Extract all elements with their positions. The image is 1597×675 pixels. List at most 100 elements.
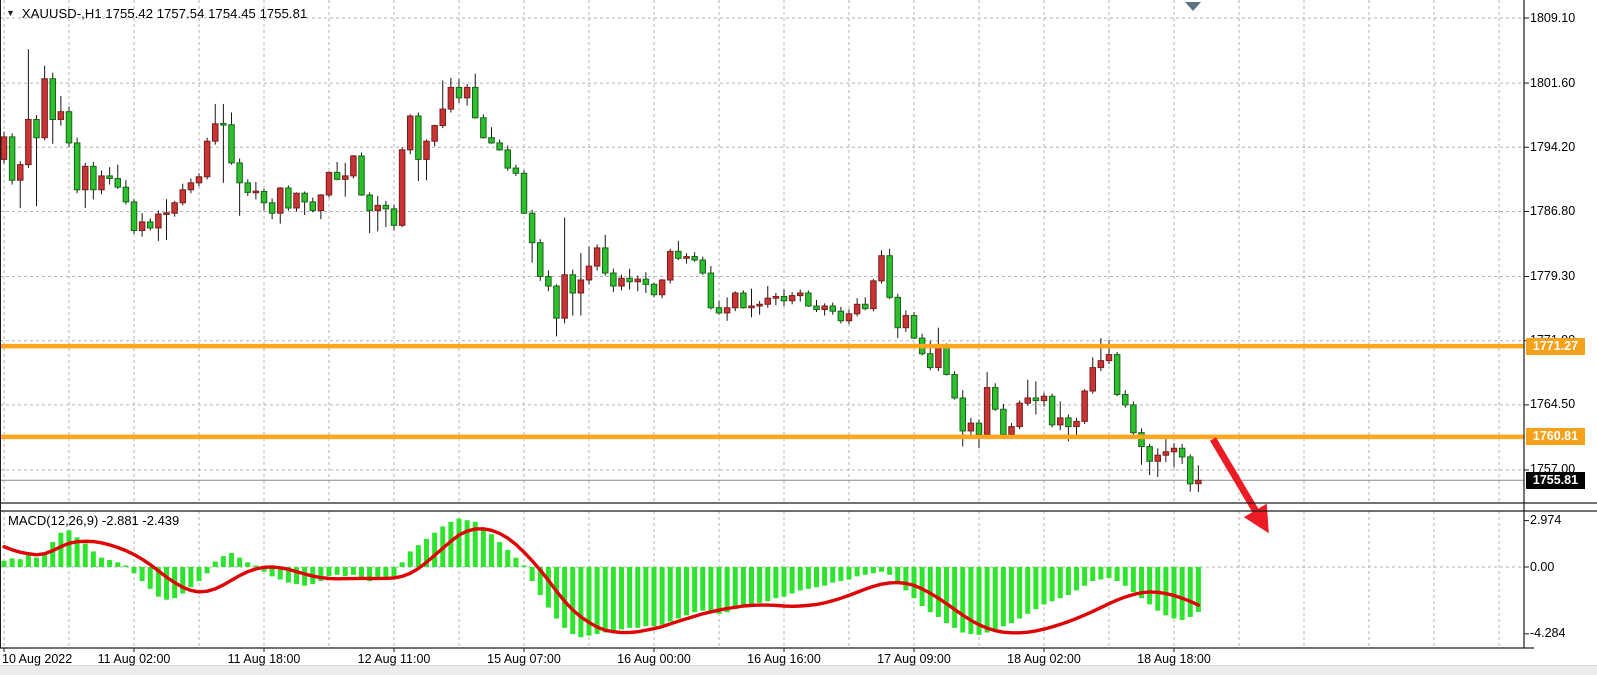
- macd-histogram-bar: [545, 567, 551, 608]
- candle-bearish: [699, 259, 706, 274]
- macd-histogram-bar: [196, 567, 202, 582]
- candle-bearish: [496, 142, 503, 151]
- macd-histogram-bar: [229, 552, 234, 567]
- time-axis-label: 10 Aug 2022: [2, 652, 73, 666]
- macd-histogram-bar: [1139, 567, 1144, 599]
- candle-bullish: [618, 277, 625, 287]
- macd-histogram-bar: [489, 534, 494, 567]
- macd-histogram-bar: [58, 532, 64, 567]
- candle-bullish: [723, 307, 731, 314]
- macd-histogram-bar: [139, 567, 145, 582]
- candle-bearish: [244, 182, 251, 193]
- macd-histogram-bar: [586, 567, 592, 636]
- time-axis-label: 12 Aug 11:00: [357, 652, 431, 666]
- macd-histogram-bar: [424, 538, 429, 567]
- macd-histogram-bar: [781, 567, 787, 597]
- time-axis-label: 15 Aug 07:00: [487, 652, 561, 666]
- macd-signal-line: [2, 527, 1201, 635]
- candle-bullish: [1162, 451, 1170, 456]
- candle-bearish: [813, 305, 820, 310]
- time-axis-label: 11 Aug 18:00: [227, 652, 301, 666]
- macd-histogram-bar: [659, 567, 665, 625]
- candle-bearish: [285, 187, 292, 209]
- macd-histogram-bar: [846, 567, 852, 580]
- time-axis-label: 16 Aug 16:00: [747, 652, 821, 666]
- candle-bullish: [593, 247, 601, 267]
- macd-histogram-bar: [155, 567, 161, 597]
- macd-histogram-bar: [968, 567, 974, 635]
- candle-bearish: [33, 118, 40, 139]
- macd-histogram-bar: [1017, 567, 1023, 619]
- time-axis-label: 16 Aug 00:00: [617, 652, 691, 666]
- macd-histogram-bar: [391, 567, 397, 577]
- macd-histogram-bar: [1130, 567, 1136, 592]
- candle-bullish: [821, 305, 828, 310]
- candle-bearish: [1130, 404, 1137, 434]
- macd-histogram-bar: [342, 567, 348, 577]
- candle-bullish: [41, 78, 48, 139]
- candle-bearish: [1178, 447, 1186, 458]
- chart-shift-marker-icon[interactable]: [1185, 2, 1201, 11]
- candle-bullish: [902, 315, 910, 329]
- down-arrow-annotation[interactable]: [1209, 437, 1269, 534]
- macd-histogram-bar: [992, 567, 998, 630]
- macd-histogram-bar: [25, 554, 31, 567]
- macd-histogram-bar: [1098, 567, 1104, 580]
- candle-bullish: [423, 140, 430, 160]
- macd-histogram-bar: [269, 567, 275, 577]
- macd-histogram-bar: [838, 567, 844, 582]
- macd-histogram-bar: [50, 542, 56, 567]
- candle-bearish: [90, 165, 97, 191]
- candle-bullish: [325, 171, 333, 196]
- macd-histogram-bar: [944, 567, 949, 624]
- macd-histogram-bar: [90, 551, 96, 567]
- candle-bullish: [561, 274, 568, 319]
- macd-histogram-bar: [822, 567, 828, 586]
- macd-histogram-bar: [716, 567, 722, 614]
- candle-bullish: [1024, 397, 1031, 404]
- candle-bullish: [203, 140, 211, 178]
- macd-histogram-bar: [1049, 567, 1055, 602]
- candle-bullish: [277, 187, 284, 214]
- candle-bullish: [585, 265, 593, 281]
- macd-histogram-bar: [350, 567, 356, 575]
- candle-bearish: [886, 255, 893, 298]
- macd-histogram-bar: [1, 560, 7, 567]
- candle-bearish: [1065, 417, 1072, 428]
- macd-histogram-bar: [927, 567, 933, 613]
- candle-bearish: [512, 167, 520, 174]
- candle-bearish: [707, 272, 715, 309]
- candle-bearish: [382, 204, 390, 210]
- candle-bullish: [1081, 390, 1088, 422]
- macd-histogram-bar: [74, 537, 80, 567]
- candle-bullish: [155, 213, 162, 229]
- symbol-dropdown-icon[interactable]: ▼: [6, 8, 15, 18]
- macd-histogram-bar: [123, 565, 129, 567]
- macd-histogram-bar: [34, 557, 39, 567]
- candle-bullish: [212, 123, 219, 142]
- candle-bearish: [975, 422, 983, 435]
- macd-histogram-bar: [797, 567, 803, 591]
- candle-bullish: [1097, 360, 1105, 369]
- candle-bullish: [195, 176, 203, 184]
- price-axis-label: 1779.30: [1530, 269, 1576, 283]
- candle-bearish: [642, 278, 650, 285]
- candle-bearish: [1032, 397, 1040, 402]
- candle-bearish: [260, 191, 268, 204]
- macd-histogram-bar: [448, 521, 454, 567]
- candle-bullish: [1008, 426, 1015, 435]
- macd-histogram-bar: [830, 567, 836, 583]
- candle-bearish: [569, 274, 576, 294]
- macd-histogram-bar: [131, 567, 137, 574]
- macd-histogram-bar: [399, 562, 405, 567]
- candle-bearish: [894, 296, 901, 329]
- macd-histogram-bar: [1179, 567, 1185, 621]
- candle-bearish: [715, 307, 723, 314]
- macd-histogram-bar: [277, 567, 283, 580]
- candle-bearish: [675, 250, 682, 259]
- macd-histogram-bar: [984, 567, 990, 633]
- macd-histogram-bar: [911, 567, 917, 599]
- candle-bearish: [553, 285, 560, 319]
- candle-bearish: [504, 149, 511, 169]
